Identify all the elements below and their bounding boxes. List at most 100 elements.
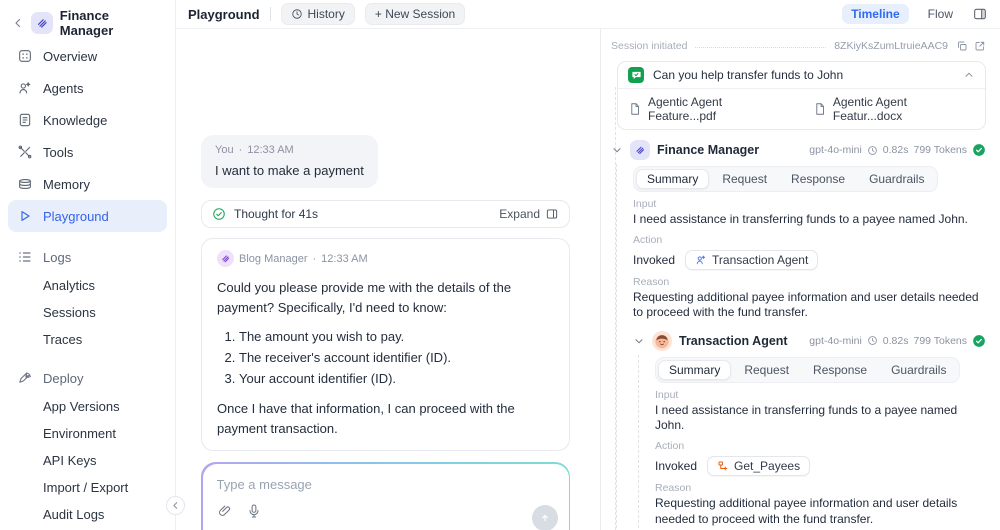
sidebar-item-sessions[interactable]: Sessions xyxy=(8,299,167,326)
invoked-label: Invoked xyxy=(633,252,676,267)
play-icon xyxy=(21,211,30,221)
agent-trace-finance-manager: Finance Manager gpt-4o-mini 0.82s 799 To… xyxy=(611,140,986,530)
sidebar-item-overview[interactable]: Overview xyxy=(8,40,167,72)
input-value: I need assistance in transferring funds … xyxy=(655,402,958,433)
sidebar-item-label: App Versions xyxy=(43,399,120,414)
sidebar-item-traces[interactable]: Traces xyxy=(8,326,167,353)
tab-summary[interactable]: Summary xyxy=(658,359,732,380)
tab-guardrails[interactable]: Guardrails xyxy=(891,362,947,377)
sidebar-item-label: Audit Logs xyxy=(43,507,105,522)
trace-tabs: Summary Request Response Guardrails xyxy=(655,356,961,383)
reason-label: Reason xyxy=(633,275,670,288)
sidebar-item-memory[interactable]: Memory xyxy=(8,168,167,200)
microphone-icon[interactable] xyxy=(246,503,262,519)
tab-timeline[interactable]: Timeline xyxy=(842,4,909,24)
token-count: 799 Tokens xyxy=(913,144,967,156)
message-time: 12:33 AM xyxy=(247,144,294,156)
attachment-name: Agentic Agent Feature...pdf xyxy=(648,95,723,123)
sidebar-item-audit-logs[interactable]: Audit Logs xyxy=(8,501,167,528)
tab-guardrails[interactable]: Guardrails xyxy=(869,172,925,186)
sidebar-item-label: Tools xyxy=(43,144,74,160)
sidebar-item-tools[interactable]: Tools xyxy=(8,136,167,168)
attachment-docx[interactable]: Agentic Agent Featur...docx xyxy=(813,95,975,123)
sidebar-item-playground[interactable]: Playground xyxy=(8,200,167,232)
invocation-row: Invoked Transaction Agent xyxy=(633,249,986,270)
grid-icon xyxy=(19,50,31,62)
sidebar-item-knowledge[interactable]: Knowledge xyxy=(8,104,167,136)
invoked-agent-chip[interactable]: Transaction Agent xyxy=(685,249,819,270)
tab-request[interactable]: Request xyxy=(722,172,768,186)
token-count: 799 Tokens xyxy=(913,334,967,347)
message-input[interactable] xyxy=(216,476,504,492)
new-session-button[interactable]: + New Session xyxy=(364,3,466,25)
session-question-card[interactable]: Can you help transfer funds to John Agen… xyxy=(617,61,986,130)
panel-right-icon[interactable] xyxy=(972,6,988,22)
attachment-pdf[interactable]: Agentic Agent Feature...pdf xyxy=(628,95,789,123)
sidebar: Finance Manager Overview Agents Knowledg… xyxy=(0,0,185,530)
history-button[interactable]: History xyxy=(280,3,355,25)
sidebar-item-api-keys[interactable]: API Keys xyxy=(8,447,167,474)
sidebar-item-label: Memory xyxy=(43,176,90,192)
sidebar-item-app-versions[interactable]: App Versions xyxy=(8,393,167,420)
attachments-row: Agentic Agent Feature...pdf Agentic Agen… xyxy=(618,88,985,129)
tab-response[interactable]: Response xyxy=(791,172,846,186)
sidebar-item-label: Agents xyxy=(43,80,84,96)
check-circle-icon xyxy=(213,208,225,220)
copy-icon[interactable] xyxy=(956,40,968,52)
agent-message-outro: Once I have that information, I can proc… xyxy=(217,401,515,436)
paperclip-icon[interactable] xyxy=(217,503,233,519)
model-name: gpt-4o-mini xyxy=(809,144,862,156)
sidebar-item-label: Analytics xyxy=(43,278,96,293)
expand-button[interactable]: Expand xyxy=(499,207,559,221)
latency: 0.82s xyxy=(882,144,909,156)
invoked-target: Transaction Agent xyxy=(712,252,809,267)
composer-icons xyxy=(217,503,555,519)
agent-trace-header[interactable]: Transaction Agent gpt-4o-mini 0.82s 799 … xyxy=(633,330,986,351)
thought-label: Thought for 41s xyxy=(234,207,319,221)
sidebar-item-import-export[interactable]: Import / Export xyxy=(8,474,167,501)
list-icon xyxy=(19,252,31,262)
sidebar-nav: Overview Agents Knowledge Tools Memory P… xyxy=(0,40,175,528)
chevron-down-icon[interactable] xyxy=(611,144,623,156)
send-button[interactable] xyxy=(531,504,558,530)
file-icon xyxy=(816,103,824,115)
sidebar-item-analytics[interactable]: Analytics xyxy=(8,272,167,299)
agent-trace-header[interactable]: Finance Manager gpt-4o-mini 0.82s 799 To… xyxy=(611,140,986,160)
sidebar-item-environment[interactable]: Environment xyxy=(8,420,167,447)
agent-avatar xyxy=(652,330,672,351)
input-label: Input xyxy=(633,198,657,210)
sidebar-section-logs[interactable]: Logs xyxy=(8,242,167,272)
document-icon xyxy=(19,113,31,127)
sidebar-item-label: API Keys xyxy=(43,453,97,468)
chat-message-icon xyxy=(628,67,644,83)
history-button-label: History xyxy=(307,7,345,21)
tab-request[interactable]: Request xyxy=(744,362,790,377)
message-sender: You xyxy=(215,144,234,156)
sidebar-section-deploy[interactable]: Deploy xyxy=(8,363,167,393)
tab-summary[interactable]: Summary xyxy=(636,169,710,189)
chevron-up-icon[interactable] xyxy=(963,69,975,81)
list-item: The receiver's account identifier (ID). xyxy=(239,348,554,369)
sidebar-header: Finance Manager xyxy=(0,8,175,38)
arrow-up-icon xyxy=(541,514,548,521)
invoked-target: Get_Payees xyxy=(734,458,801,473)
invoked-tool-chip[interactable]: Get_Payees xyxy=(707,455,811,476)
tab-response[interactable]: Response xyxy=(813,362,868,377)
new-session-label: + New Session xyxy=(374,7,456,21)
meta-dot: · xyxy=(312,252,317,265)
tab-flow[interactable]: Flow xyxy=(927,7,953,21)
agent-name: Blog Manager xyxy=(239,252,308,265)
agent-name: Transaction Agent xyxy=(679,333,788,348)
session-status-label: Session initiated xyxy=(611,40,688,52)
latency: 0.82s xyxy=(882,334,909,347)
chevron-left-icon[interactable] xyxy=(12,17,24,29)
sidebar-item-agents[interactable]: Agents xyxy=(8,72,167,104)
chat-bubble-glyph xyxy=(631,71,641,79)
chevron-down-icon[interactable] xyxy=(633,335,645,347)
external-link-icon[interactable] xyxy=(974,40,986,52)
thought-bar[interactable]: Thought for 41s Expand xyxy=(201,200,570,228)
agent-message-intro: Could you please provide me with the det… xyxy=(217,280,512,315)
model-name: gpt-4o-mini xyxy=(809,334,862,347)
sidebar-collapse-button[interactable] xyxy=(166,496,185,515)
agent-avatar-icon xyxy=(630,140,650,160)
